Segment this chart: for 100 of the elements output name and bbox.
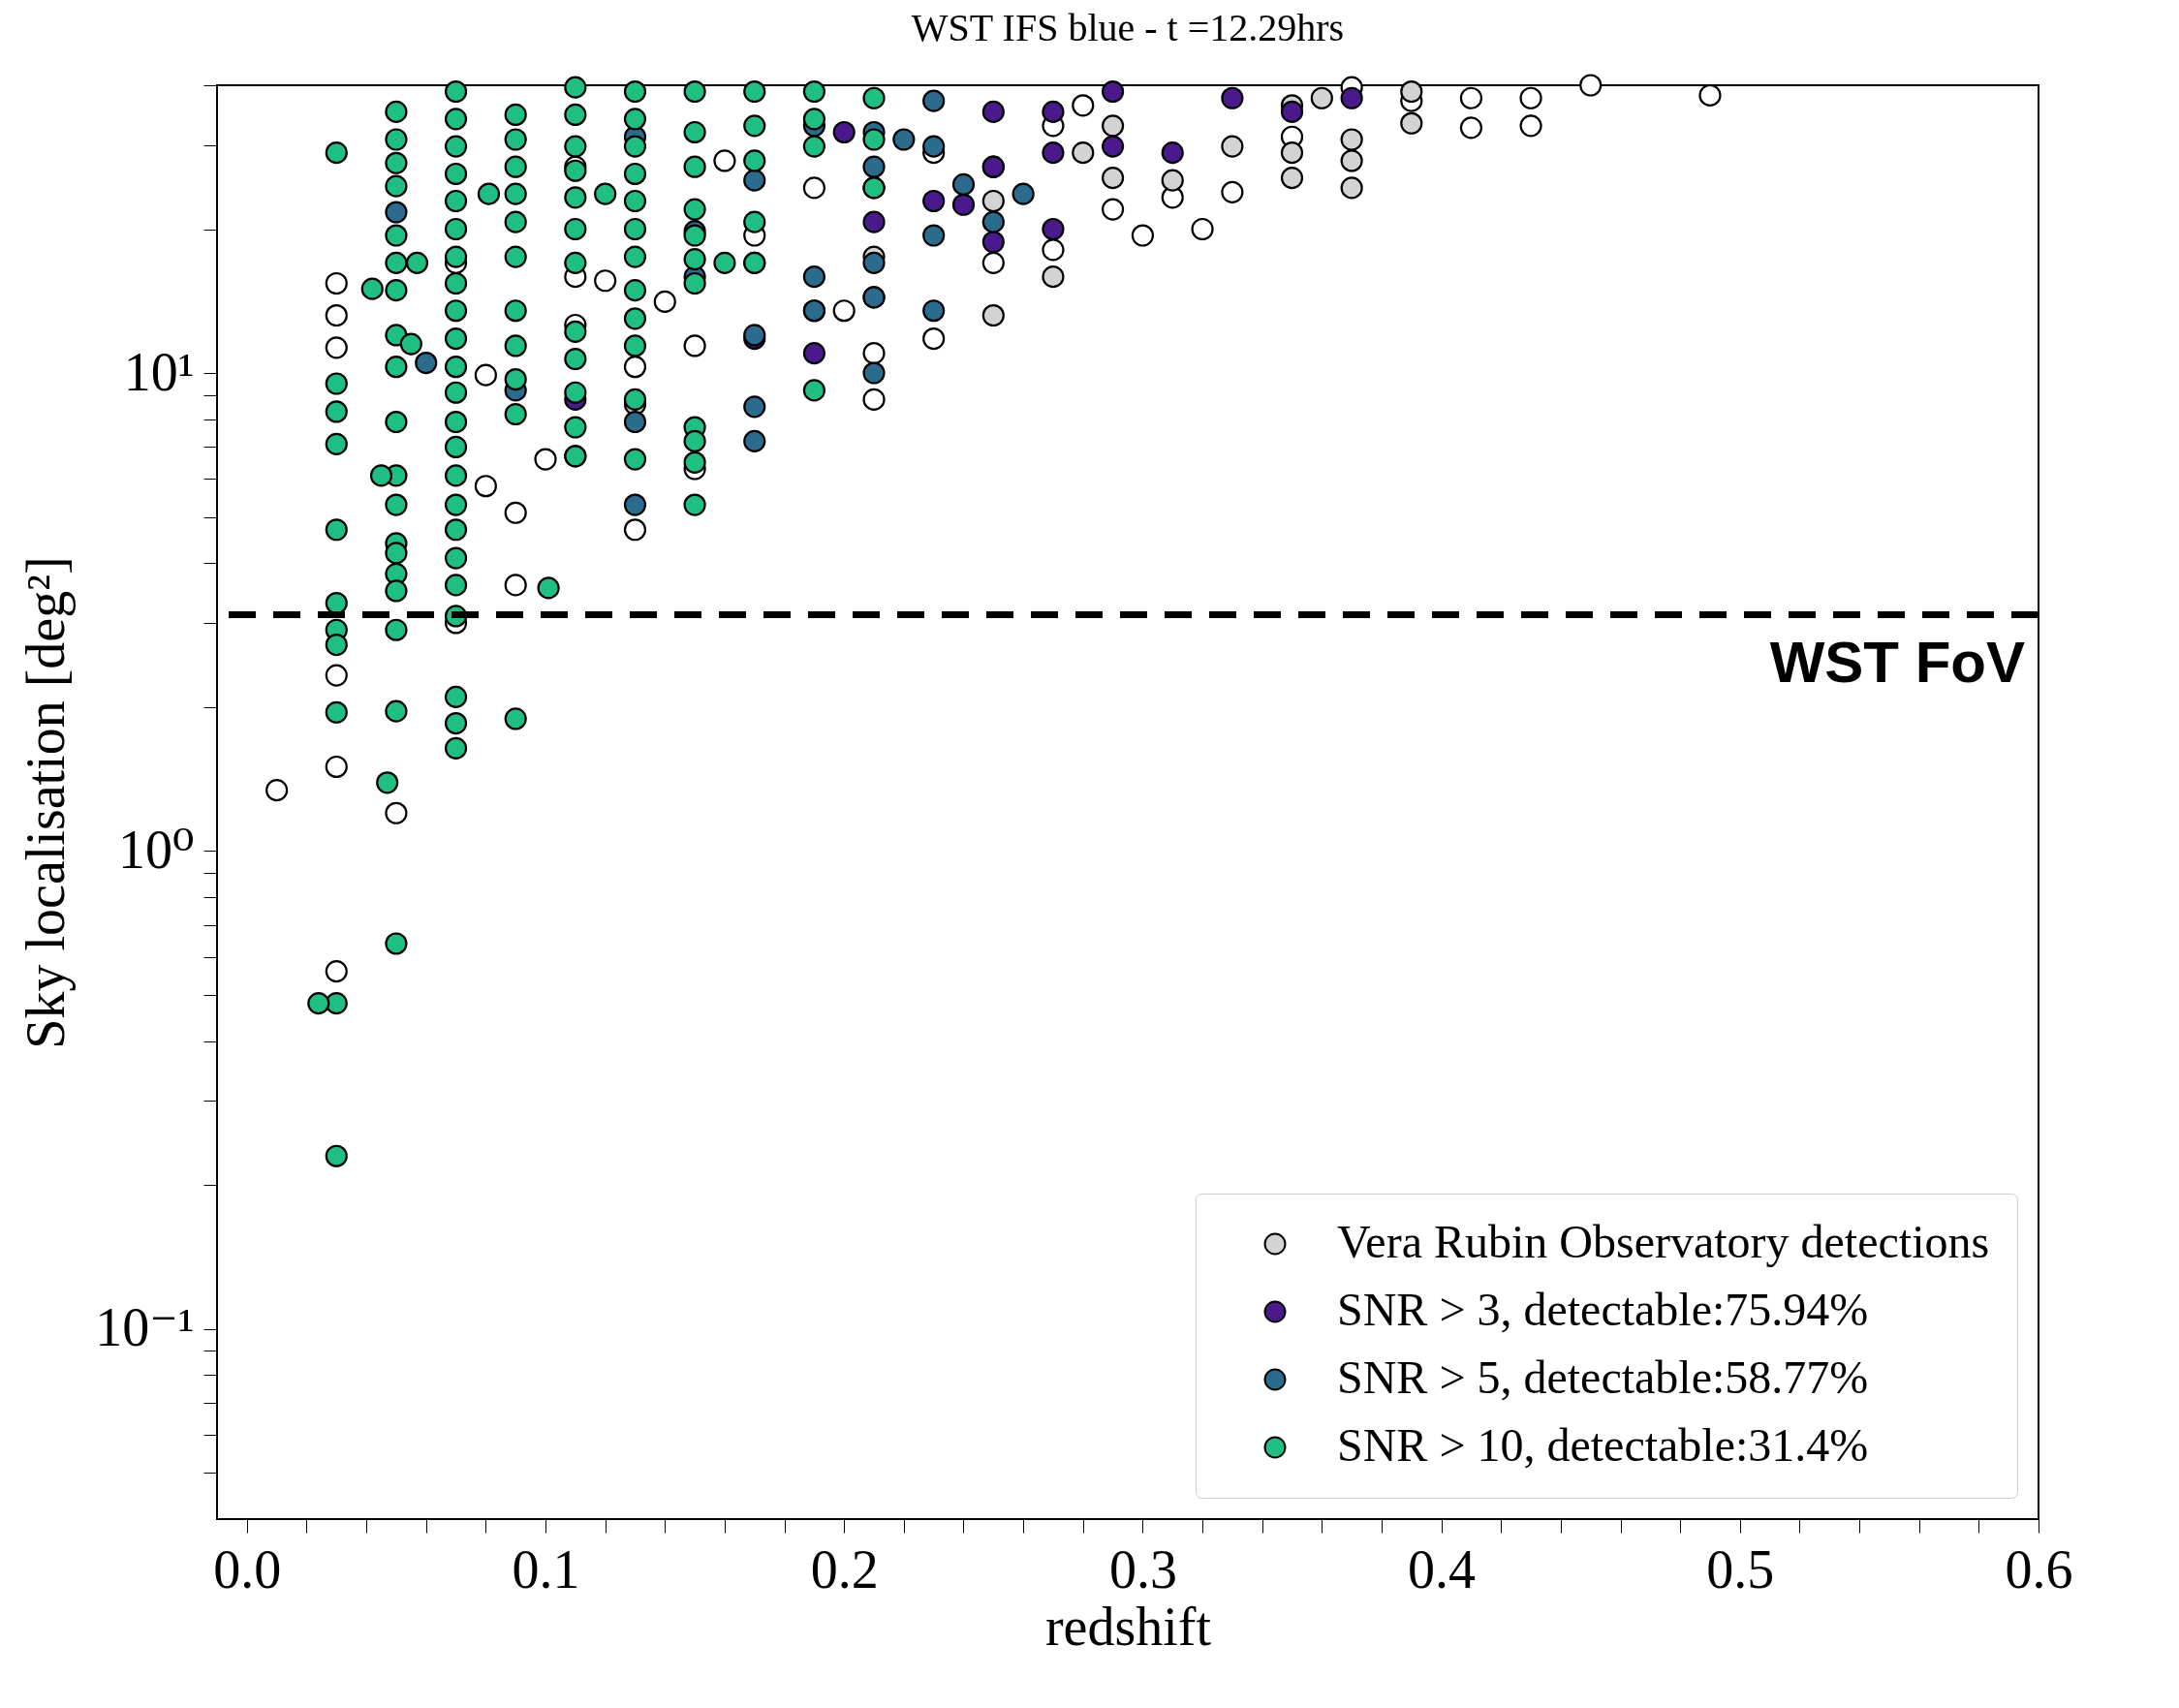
legend-label: SNR > 3, detectable:75.94% xyxy=(1337,1284,1869,1335)
point xyxy=(474,363,497,387)
point xyxy=(534,448,557,471)
point xyxy=(1221,135,1244,158)
point xyxy=(1459,116,1483,140)
point xyxy=(981,251,1005,274)
point xyxy=(1280,100,1304,123)
x-tick-label: 0.5 xyxy=(1706,1538,1775,1599)
point xyxy=(265,779,289,802)
legend-label: SNR > 10, detectable:31.4% xyxy=(1337,1419,1869,1471)
point xyxy=(1102,114,1125,138)
point xyxy=(1280,167,1304,190)
x-tick-label: 0.0 xyxy=(213,1538,282,1599)
point xyxy=(1698,83,1722,107)
point xyxy=(743,169,766,192)
point xyxy=(862,210,886,233)
point xyxy=(1519,114,1542,138)
point xyxy=(981,303,1005,327)
point xyxy=(802,342,825,365)
point xyxy=(832,299,856,323)
point xyxy=(922,299,946,323)
point xyxy=(325,664,348,687)
point xyxy=(1012,182,1035,205)
y-tick-label: 10¹ xyxy=(123,341,195,402)
point xyxy=(1310,86,1333,109)
point xyxy=(743,395,766,419)
point xyxy=(1042,265,1065,289)
point xyxy=(832,120,856,144)
point xyxy=(743,429,766,452)
point xyxy=(922,326,946,351)
point xyxy=(385,801,408,824)
point xyxy=(325,960,348,983)
point xyxy=(623,410,647,434)
point xyxy=(1131,224,1154,247)
point xyxy=(683,334,706,357)
point xyxy=(922,89,946,112)
point xyxy=(862,155,886,178)
point xyxy=(1102,167,1125,190)
y-axis-title: Sky localisation [deg²] xyxy=(16,556,77,1049)
point xyxy=(1191,217,1214,241)
point xyxy=(1102,79,1125,104)
point xyxy=(1340,128,1363,151)
point xyxy=(802,265,825,289)
point xyxy=(474,475,497,498)
point xyxy=(862,388,886,411)
point xyxy=(862,251,886,274)
point xyxy=(1072,94,1095,117)
point xyxy=(981,231,1005,254)
legend-label: SNR > 5, detectable:58.77% xyxy=(1337,1351,1869,1403)
point xyxy=(1072,141,1095,165)
point xyxy=(623,356,647,379)
point xyxy=(1042,100,1065,123)
point xyxy=(1221,86,1244,109)
point xyxy=(325,303,348,327)
point xyxy=(951,193,976,216)
point xyxy=(325,755,348,779)
point xyxy=(1519,86,1542,109)
point xyxy=(1102,135,1125,158)
x-tick-label: 0.6 xyxy=(2005,1538,2073,1599)
point xyxy=(1459,86,1483,109)
point xyxy=(951,172,976,196)
point xyxy=(1042,141,1065,165)
point xyxy=(1400,111,1423,135)
point xyxy=(1340,149,1363,172)
point xyxy=(1340,86,1363,109)
point xyxy=(1102,198,1125,221)
point xyxy=(623,518,647,542)
point xyxy=(325,271,348,295)
point xyxy=(594,269,617,293)
point xyxy=(892,128,916,151)
point xyxy=(385,201,408,224)
point xyxy=(325,336,348,359)
point xyxy=(1042,238,1065,262)
point xyxy=(922,224,946,247)
point xyxy=(1280,141,1304,165)
x-tick-label: 0.1 xyxy=(512,1538,580,1599)
point xyxy=(922,189,946,213)
point xyxy=(415,352,438,375)
point xyxy=(1340,176,1363,200)
point xyxy=(713,149,736,172)
point xyxy=(653,290,676,313)
y-tick-label: 10⁰ xyxy=(118,819,195,880)
point xyxy=(862,361,886,385)
chart-title: WST IFS blue - t =12.29hrs xyxy=(911,6,1345,49)
point xyxy=(862,342,886,365)
point xyxy=(802,176,825,200)
point xyxy=(1042,217,1065,241)
x-tick-label: 0.2 xyxy=(810,1538,879,1599)
point xyxy=(1161,169,1184,192)
point xyxy=(981,100,1005,123)
point xyxy=(623,493,647,516)
point xyxy=(922,135,946,158)
ref-line-label: WST FoV xyxy=(1769,629,2025,695)
point xyxy=(1579,74,1603,97)
legend-label: Vera Rubin Observatory detections xyxy=(1337,1216,1990,1267)
point xyxy=(1221,180,1244,203)
point xyxy=(981,189,1005,213)
x-tick-label: 0.4 xyxy=(1408,1538,1477,1599)
point xyxy=(981,210,1005,233)
point xyxy=(504,501,527,524)
